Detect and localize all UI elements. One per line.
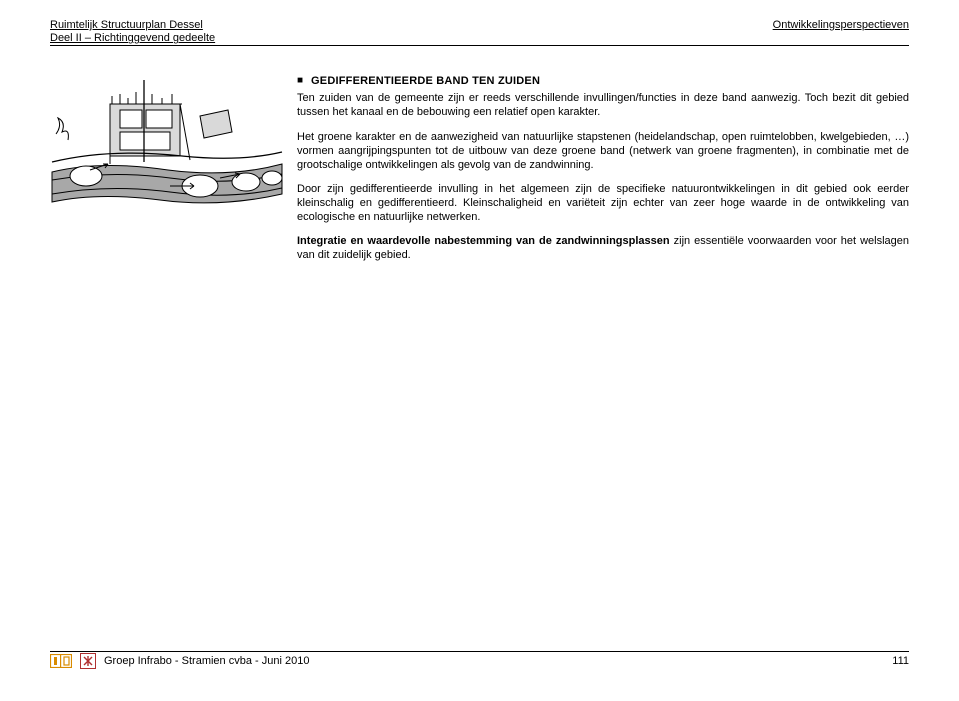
footer-org-text: Groep Infrabo - Stramien cvba - Juni 201…	[104, 655, 309, 667]
body-text: ■ GEDIFFERENTIEERDE BAND TEN ZUIDEN Ten …	[297, 74, 909, 272]
header-doc-title: Ruimtelijk Structuurplan Dessel	[50, 19, 203, 31]
paragraph-2: Het groene karakter en de aanwezigheid v…	[297, 130, 909, 172]
paragraph-1: Ten zuiden van de gemeente zijn er reeds…	[297, 91, 909, 119]
section-heading: GEDIFFERENTIEERDE BAND TEN ZUIDEN	[311, 74, 540, 88]
paragraph-4-strong: Integratie en waardevolle nabestemming v…	[297, 235, 670, 247]
header-divider	[50, 45, 909, 46]
page-footer: Groep Infrabo - Stramien cvba - Juni 201…	[50, 651, 909, 669]
paragraph-4: Integratie en waardevolle nabestemming v…	[297, 234, 909, 262]
header-section-right: Ontwikkelingsperspectieven	[773, 19, 909, 31]
paragraph-3: Door zijn gedifferentieerde invulling in…	[297, 182, 909, 224]
header-doc-subtitle: Deel II – Richtinggevend gedeelte	[50, 32, 909, 44]
heading-bullet: ■	[297, 74, 303, 88]
logo-stramien-icon	[80, 653, 96, 669]
page-number: 111	[892, 655, 909, 667]
map-figure	[50, 74, 283, 214]
logo-infrabo-icon	[50, 654, 72, 668]
footer-divider	[50, 651, 909, 652]
